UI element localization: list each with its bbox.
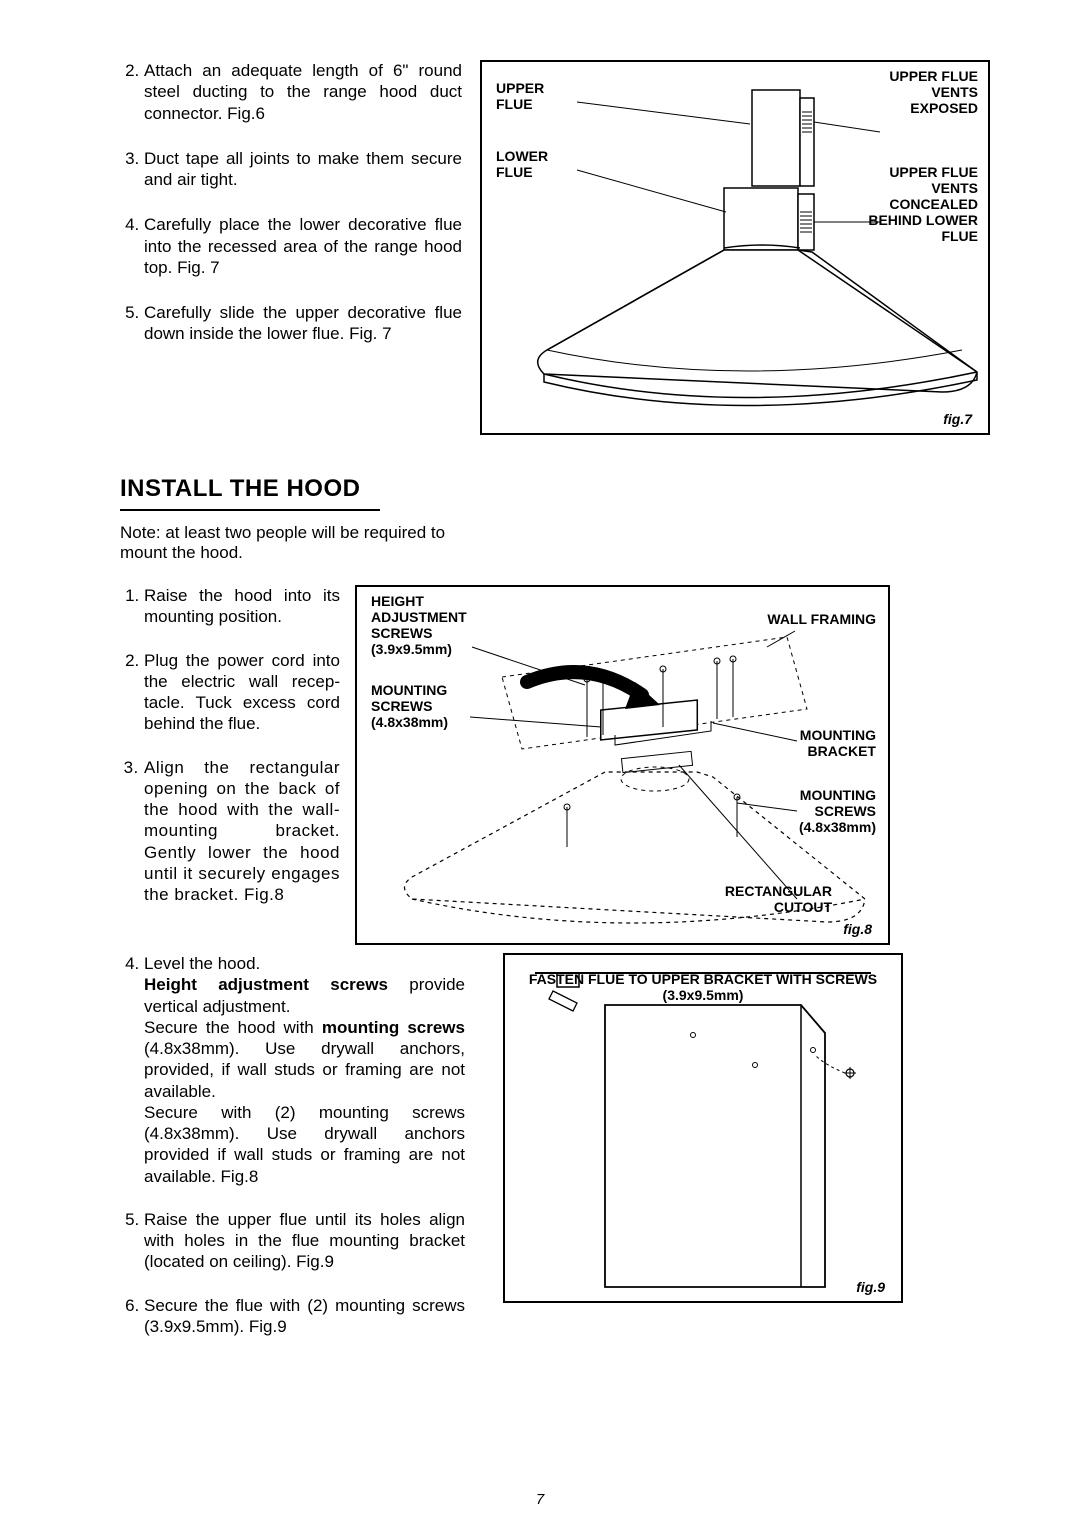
step-3: Duct tape all joints to make them secure… bbox=[144, 148, 462, 191]
fig8-mount-screws-r: MOUNTING SCREWS (4.8x38mm) bbox=[766, 787, 876, 835]
install-step-3: Align the rectangular opening on the bac… bbox=[144, 757, 340, 906]
fig8-height-adj: HEIGHT ADJUSTMENT SCREWS (3.9x9.5mm) bbox=[371, 593, 491, 657]
lower-region: Raise the hood into its mounting positio… bbox=[120, 585, 990, 945]
install-steps-col: Raise the hood into its mounting positio… bbox=[120, 585, 340, 945]
top-region: Attach an adequate length of 6" round st… bbox=[120, 60, 990, 435]
fig8-caption: fig.8 bbox=[843, 921, 872, 937]
fig7-svg bbox=[482, 62, 988, 433]
install-step-1: Raise the hood into its mounting positio… bbox=[144, 585, 340, 628]
step4-bold2: mounting screws bbox=[322, 1018, 465, 1037]
fig7-lower-flue-label: LOWER FLUE bbox=[496, 148, 566, 180]
step-5: Carefully slide the upper decorative flu… bbox=[144, 302, 462, 345]
page-number: 7 bbox=[536, 1491, 544, 1508]
fig9-svg bbox=[505, 955, 901, 1301]
top-instructions: Attach an adequate length of 6" round st… bbox=[120, 60, 462, 435]
section-rule bbox=[120, 509, 380, 511]
step-4: Carefully place the lower decorative flu… bbox=[144, 214, 462, 278]
figure-7: UPPER FLUE LOWER FLUE UPPER FLUE VENTS E… bbox=[480, 60, 990, 435]
install-step-2: Plug the power cord into the electric wa… bbox=[144, 650, 340, 735]
section-title: INSTALL THE HOOD bbox=[120, 475, 990, 503]
fig9-fasten: FASTEN FLUE TO UPPER BRACKET WITH SCREWS… bbox=[505, 971, 901, 1003]
install-list-cont: Level the hood. Height adjustment screws… bbox=[120, 953, 465, 1337]
fig7-upper-flue-label: UPPER FLUE bbox=[496, 80, 566, 112]
after-region: Level the hood. Height adjustment screws… bbox=[120, 953, 990, 1359]
figure-8: HEIGHT ADJUSTMENT SCREWS (3.9x9.5mm) MOU… bbox=[355, 585, 890, 945]
step4-d: Secure with (2) mounting screws (4.8x38m… bbox=[144, 1103, 465, 1186]
step4-bold1: Height adjustment screws bbox=[144, 975, 388, 994]
step4-pre: Secure the hood with bbox=[144, 1018, 322, 1037]
fig8-mounting-l: MOUNTING SCREWS (4.8x38mm) bbox=[371, 682, 476, 730]
install-step-4: Level the hood. Height adjustment screws… bbox=[144, 953, 465, 1187]
fig7-caption: fig.7 bbox=[943, 411, 972, 427]
fig9-caption: fig.9 bbox=[856, 1279, 885, 1295]
note-text: Note: at least two people will be requir… bbox=[120, 523, 465, 563]
install-step-6: Secure the flue with (2) mounting screws… bbox=[144, 1295, 465, 1338]
install-step-5: Raise the upper flue until its holes ali… bbox=[144, 1209, 465, 1273]
fig8-rect-cutout: RECTANGULAR CUTOUT bbox=[692, 883, 832, 915]
fig7-exposed-label: UPPER FLUE VENTS EXPOSED bbox=[888, 68, 978, 116]
figure-9: FASTEN FLUE TO UPPER BRACKET WITH SCREWS… bbox=[503, 953, 903, 1303]
fig8-wall-framing: WALL FRAMING bbox=[726, 611, 876, 627]
steps-4-6: Level the hood. Height adjustment screws… bbox=[120, 953, 465, 1359]
step4-line1: Level the hood. bbox=[144, 954, 260, 973]
install-list: Raise the hood into its mounting positio… bbox=[120, 585, 340, 905]
fig8-mount-bracket: MOUNTING BRACKET bbox=[766, 727, 876, 759]
step-2: Attach an adequate length of 6" round st… bbox=[144, 60, 462, 124]
instruction-list-top: Attach an adequate length of 6" round st… bbox=[120, 60, 462, 345]
fig7-concealed-label: UPPER FLUE VENTS CONCEALED BEHIND LOWER … bbox=[868, 164, 978, 244]
page: Attach an adequate length of 6" round st… bbox=[0, 0, 1080, 1526]
step4-post: (4.8x38mm). Use drywall anchors, provide… bbox=[144, 1039, 465, 1101]
